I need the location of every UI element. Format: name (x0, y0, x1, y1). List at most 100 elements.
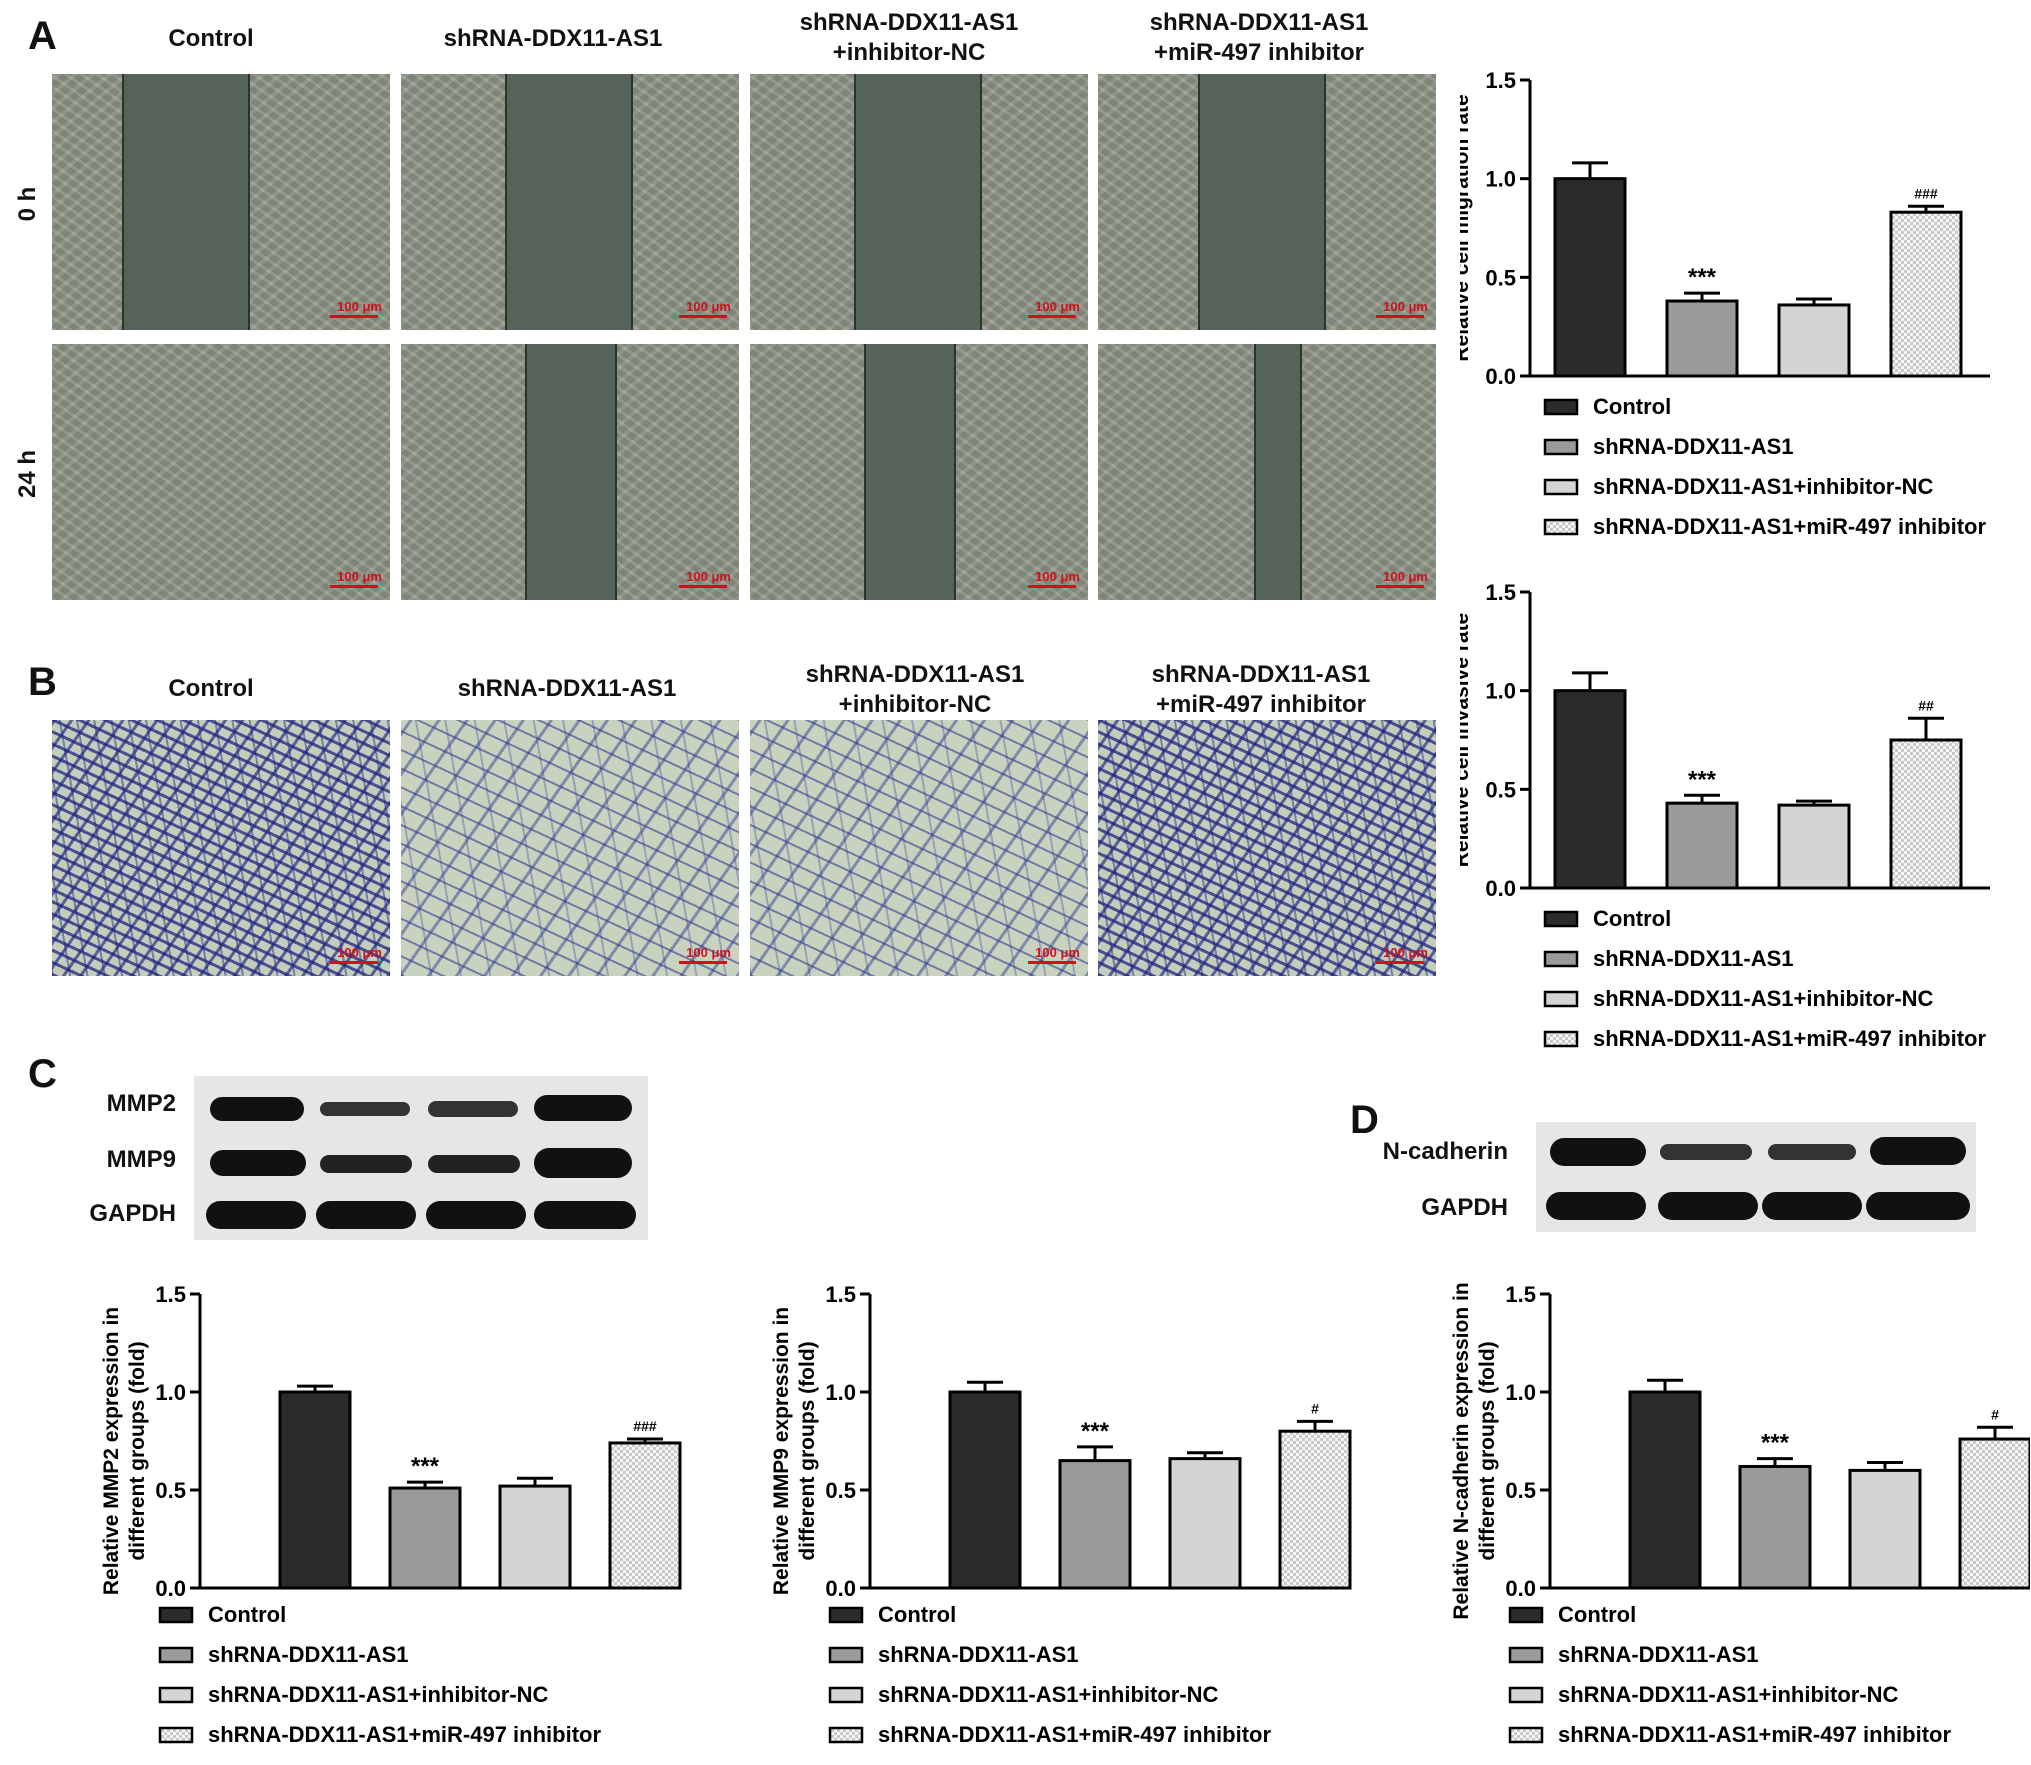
y-tick-label: 1.5 (155, 1282, 186, 1307)
significance-mark: ### (1914, 185, 1938, 201)
chart-ncad: 0.0 0.5 1.0 1.5 Relative N-cadherin expressi… (1450, 1282, 2030, 1747)
panel-letter-b: B (28, 660, 57, 704)
bar-nc (1168, 1457, 1242, 1590)
scale-bar-label: 100 μm (686, 299, 731, 314)
y-tick-label: 0.0 (1485, 364, 1516, 389)
micrograph-transwell-control: 100 μm (52, 720, 390, 976)
wound-gap (525, 344, 617, 600)
y-axis-title-line: Relative N-cadherin expression in (1450, 1282, 1473, 1619)
col-header-control-a: Control (168, 25, 254, 52)
row-label-0h: 0 h (14, 186, 41, 222)
y-tick-label: 0.5 (1485, 777, 1516, 802)
scale-bar (1028, 585, 1076, 588)
scale-bar-label: 100 μm (686, 945, 731, 960)
wound-gap (854, 74, 982, 330)
chart-invasion: 0.0 0.5 1.0 1.5 Relative cell invasive rate *… (1460, 580, 1990, 1051)
y-tick-label: 0.0 (1505, 1576, 1536, 1601)
legend-label: shRNA-DDX11-AS1 (208, 1642, 409, 1667)
micrograph-wound-inh-24h: 100 μm (1098, 344, 1436, 600)
band-mmp2-inh (534, 1095, 632, 1121)
scale-bar-label: 100 μm (1035, 299, 1080, 314)
legend-swatch (1543, 398, 1579, 416)
y-tick-label: 1.5 (1485, 580, 1516, 605)
y-tick-label: 0.5 (1485, 265, 1516, 290)
legend-label: shRNA-DDX11-AS1 (1593, 946, 1794, 971)
wound-gap (1198, 74, 1326, 330)
y-tick-label: 1.0 (1485, 679, 1516, 704)
band-gapdh-nc-c (426, 1201, 526, 1229)
scale-bar-label: 100 μm (1383, 945, 1428, 960)
legend-label: shRNA-DDX11-AS1+inhibitor-NC (1593, 986, 1934, 1011)
legend-label: shRNA-DDX11-AS1+miR-497 inhibitor (208, 1722, 601, 1747)
scale-bar-label: 100 μm (686, 569, 731, 584)
legend-label: Control (1558, 1602, 1636, 1627)
panel-letter-c: C (28, 1052, 57, 1096)
scale-bar (330, 315, 378, 318)
bar-inh (1889, 738, 1963, 890)
y-tick-label: 1.0 (1485, 167, 1516, 192)
western-blot-d (1536, 1122, 1976, 1232)
micrograph-wound-inh-0h: 100 μm (1098, 74, 1436, 330)
legend-swatch (158, 1606, 194, 1624)
band-gapdh-inh-d (1866, 1192, 1970, 1220)
bar-nc (1777, 303, 1851, 378)
y-tick-label: 1.5 (1505, 1282, 1536, 1307)
y-tick-label: 1.0 (1505, 1380, 1536, 1405)
significance-mark: *** (411, 1453, 440, 1480)
legend-swatch (1543, 910, 1579, 928)
bar-control (1553, 177, 1627, 378)
legend-swatch (1508, 1726, 1544, 1744)
western-blot-c (194, 1076, 648, 1240)
scale-bar (1028, 961, 1076, 964)
band-ncad-nc (1768, 1144, 1856, 1160)
y-tick-label: 1.0 (825, 1380, 856, 1405)
y-axis-title: Relative cell migration rate (1460, 94, 1473, 361)
wound-gap (505, 74, 633, 330)
bar-nc (498, 1484, 572, 1590)
band-mmp9-sh (320, 1155, 412, 1173)
legend-label: Control (1593, 906, 1671, 931)
band-mmp2-control (210, 1097, 304, 1121)
y-tick-label: 1.0 (155, 1380, 186, 1405)
y-tick-label: 1.5 (825, 1282, 856, 1307)
legend-swatch (1508, 1646, 1544, 1664)
y-axis-title-line: different groups (fold) (126, 1341, 149, 1560)
significance-mark: ### (633, 1418, 657, 1434)
blot-label-gapdh-d: GAPDH (1421, 1194, 1508, 1221)
micrograph-wound-nc-0h: 100 μm (750, 74, 1088, 330)
significance-mark: *** (1761, 1430, 1790, 1457)
wound-gap (864, 344, 956, 600)
wound-gap (122, 74, 250, 330)
legend-label: shRNA-DDX11-AS1+inhibitor-NC (208, 1682, 549, 1707)
col-header-nc-b: shRNA-DDX11-AS1 +inhibitor-NC (805, 661, 1025, 718)
blot-label-gapdh-c: GAPDH (89, 1200, 176, 1227)
significance-mark: *** (1081, 1418, 1110, 1445)
legend-swatch (1508, 1686, 1544, 1704)
legend-label: shRNA-DDX11-AS1+inhibitor-NC (1558, 1682, 1899, 1707)
significance-mark: ## (1918, 697, 1934, 713)
legend-swatch (1508, 1606, 1544, 1624)
scale-bar (1376, 961, 1424, 964)
band-mmp2-sh (320, 1102, 410, 1116)
band-ncad-control (1550, 1138, 1646, 1166)
band-gapdh-control-d (1546, 1192, 1646, 1220)
bar-control (1628, 1390, 1702, 1590)
scale-bar (1376, 315, 1424, 318)
y-tick-label: 0.5 (1505, 1478, 1536, 1503)
legend-swatch (828, 1646, 864, 1664)
legend-swatch (1543, 990, 1579, 1008)
legend-swatch (158, 1686, 194, 1704)
legend-swatch (828, 1686, 864, 1704)
scale-bar-label: 100 μm (337, 569, 382, 584)
significance-mark: *** (1688, 766, 1717, 793)
col-header-sh-a: shRNA-DDX11-AS1 (443, 25, 663, 52)
legend-label: shRNA-DDX11-AS1+miR-497 inhibitor (878, 1722, 1271, 1747)
y-axis-title-line: Relative MMP9 expression in (770, 1307, 793, 1595)
micrograph-wound-sh-24h: 100 μm (401, 344, 739, 600)
legend-swatch (828, 1606, 864, 1624)
col-header-inh-b: shRNA-DDX11-AS1 +miR-497 inhibitor (1151, 661, 1371, 718)
bar-sh (388, 1486, 462, 1590)
legend-label: Control (208, 1602, 286, 1627)
y-axis-title-line: different groups (fold) (796, 1341, 819, 1560)
chart-migration: 0.0 0.5 1.0 1.5 Relative cell migration rate… (1460, 68, 1990, 539)
